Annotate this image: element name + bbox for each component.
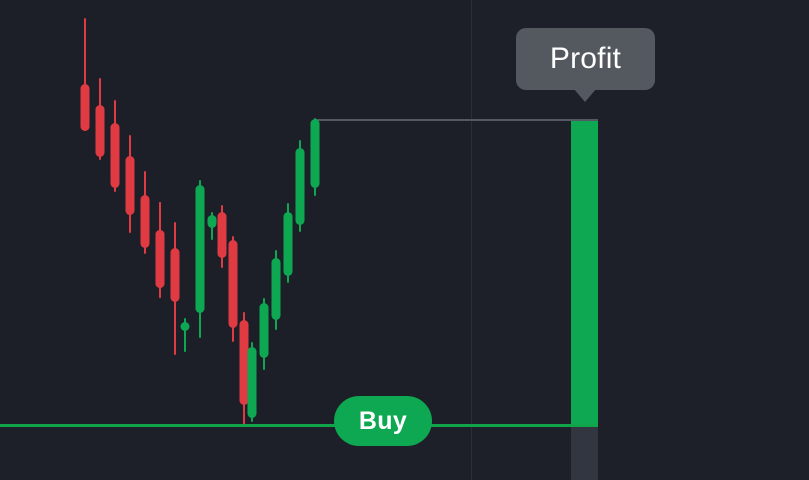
candle-body bbox=[228, 240, 238, 328]
loss-column bbox=[571, 427, 598, 480]
candle bbox=[228, 236, 238, 342]
candle bbox=[259, 298, 269, 370]
candle-body bbox=[310, 119, 320, 188]
candle bbox=[247, 342, 257, 422]
crosshair-vertical-line bbox=[471, 0, 472, 480]
candle-body bbox=[259, 303, 269, 358]
candle bbox=[180, 318, 190, 352]
candle-body bbox=[239, 320, 249, 405]
take-profit-line[interactable] bbox=[316, 119, 598, 121]
candle bbox=[125, 135, 135, 233]
candle-body bbox=[283, 212, 293, 276]
candle bbox=[195, 180, 205, 338]
candle bbox=[95, 78, 105, 160]
candle-body bbox=[295, 148, 305, 225]
candle bbox=[271, 250, 281, 330]
candle bbox=[239, 312, 249, 425]
candle-body bbox=[125, 156, 135, 215]
candle bbox=[217, 205, 227, 268]
candle bbox=[283, 203, 293, 283]
candle-body bbox=[155, 230, 165, 288]
candle bbox=[170, 222, 180, 355]
candle-body bbox=[140, 195, 150, 248]
buy-button-label: Buy bbox=[358, 406, 408, 435]
candle bbox=[155, 202, 165, 298]
entry-price-line[interactable] bbox=[0, 424, 598, 427]
profit-column bbox=[571, 119, 598, 425]
profit-tooltip-label: Profit bbox=[549, 42, 622, 75]
candle bbox=[110, 100, 120, 192]
candle-body bbox=[180, 322, 190, 331]
candle-body bbox=[207, 215, 217, 228]
profit-tooltip-arrow-icon bbox=[574, 89, 596, 102]
candle bbox=[295, 140, 305, 232]
candle-body bbox=[95, 105, 105, 157]
candle bbox=[140, 171, 150, 254]
candle bbox=[80, 18, 90, 131]
candle-body bbox=[217, 212, 227, 258]
candle-body bbox=[271, 258, 281, 320]
candle bbox=[207, 212, 217, 240]
candle-body bbox=[170, 248, 180, 302]
candle bbox=[310, 118, 320, 196]
candle-body bbox=[110, 123, 120, 188]
profit-tooltip[interactable]: Profit bbox=[516, 28, 655, 90]
buy-button[interactable]: Buy bbox=[334, 396, 432, 446]
candle-body bbox=[80, 84, 90, 131]
candle-body bbox=[247, 347, 257, 418]
candle-body bbox=[195, 185, 205, 313]
